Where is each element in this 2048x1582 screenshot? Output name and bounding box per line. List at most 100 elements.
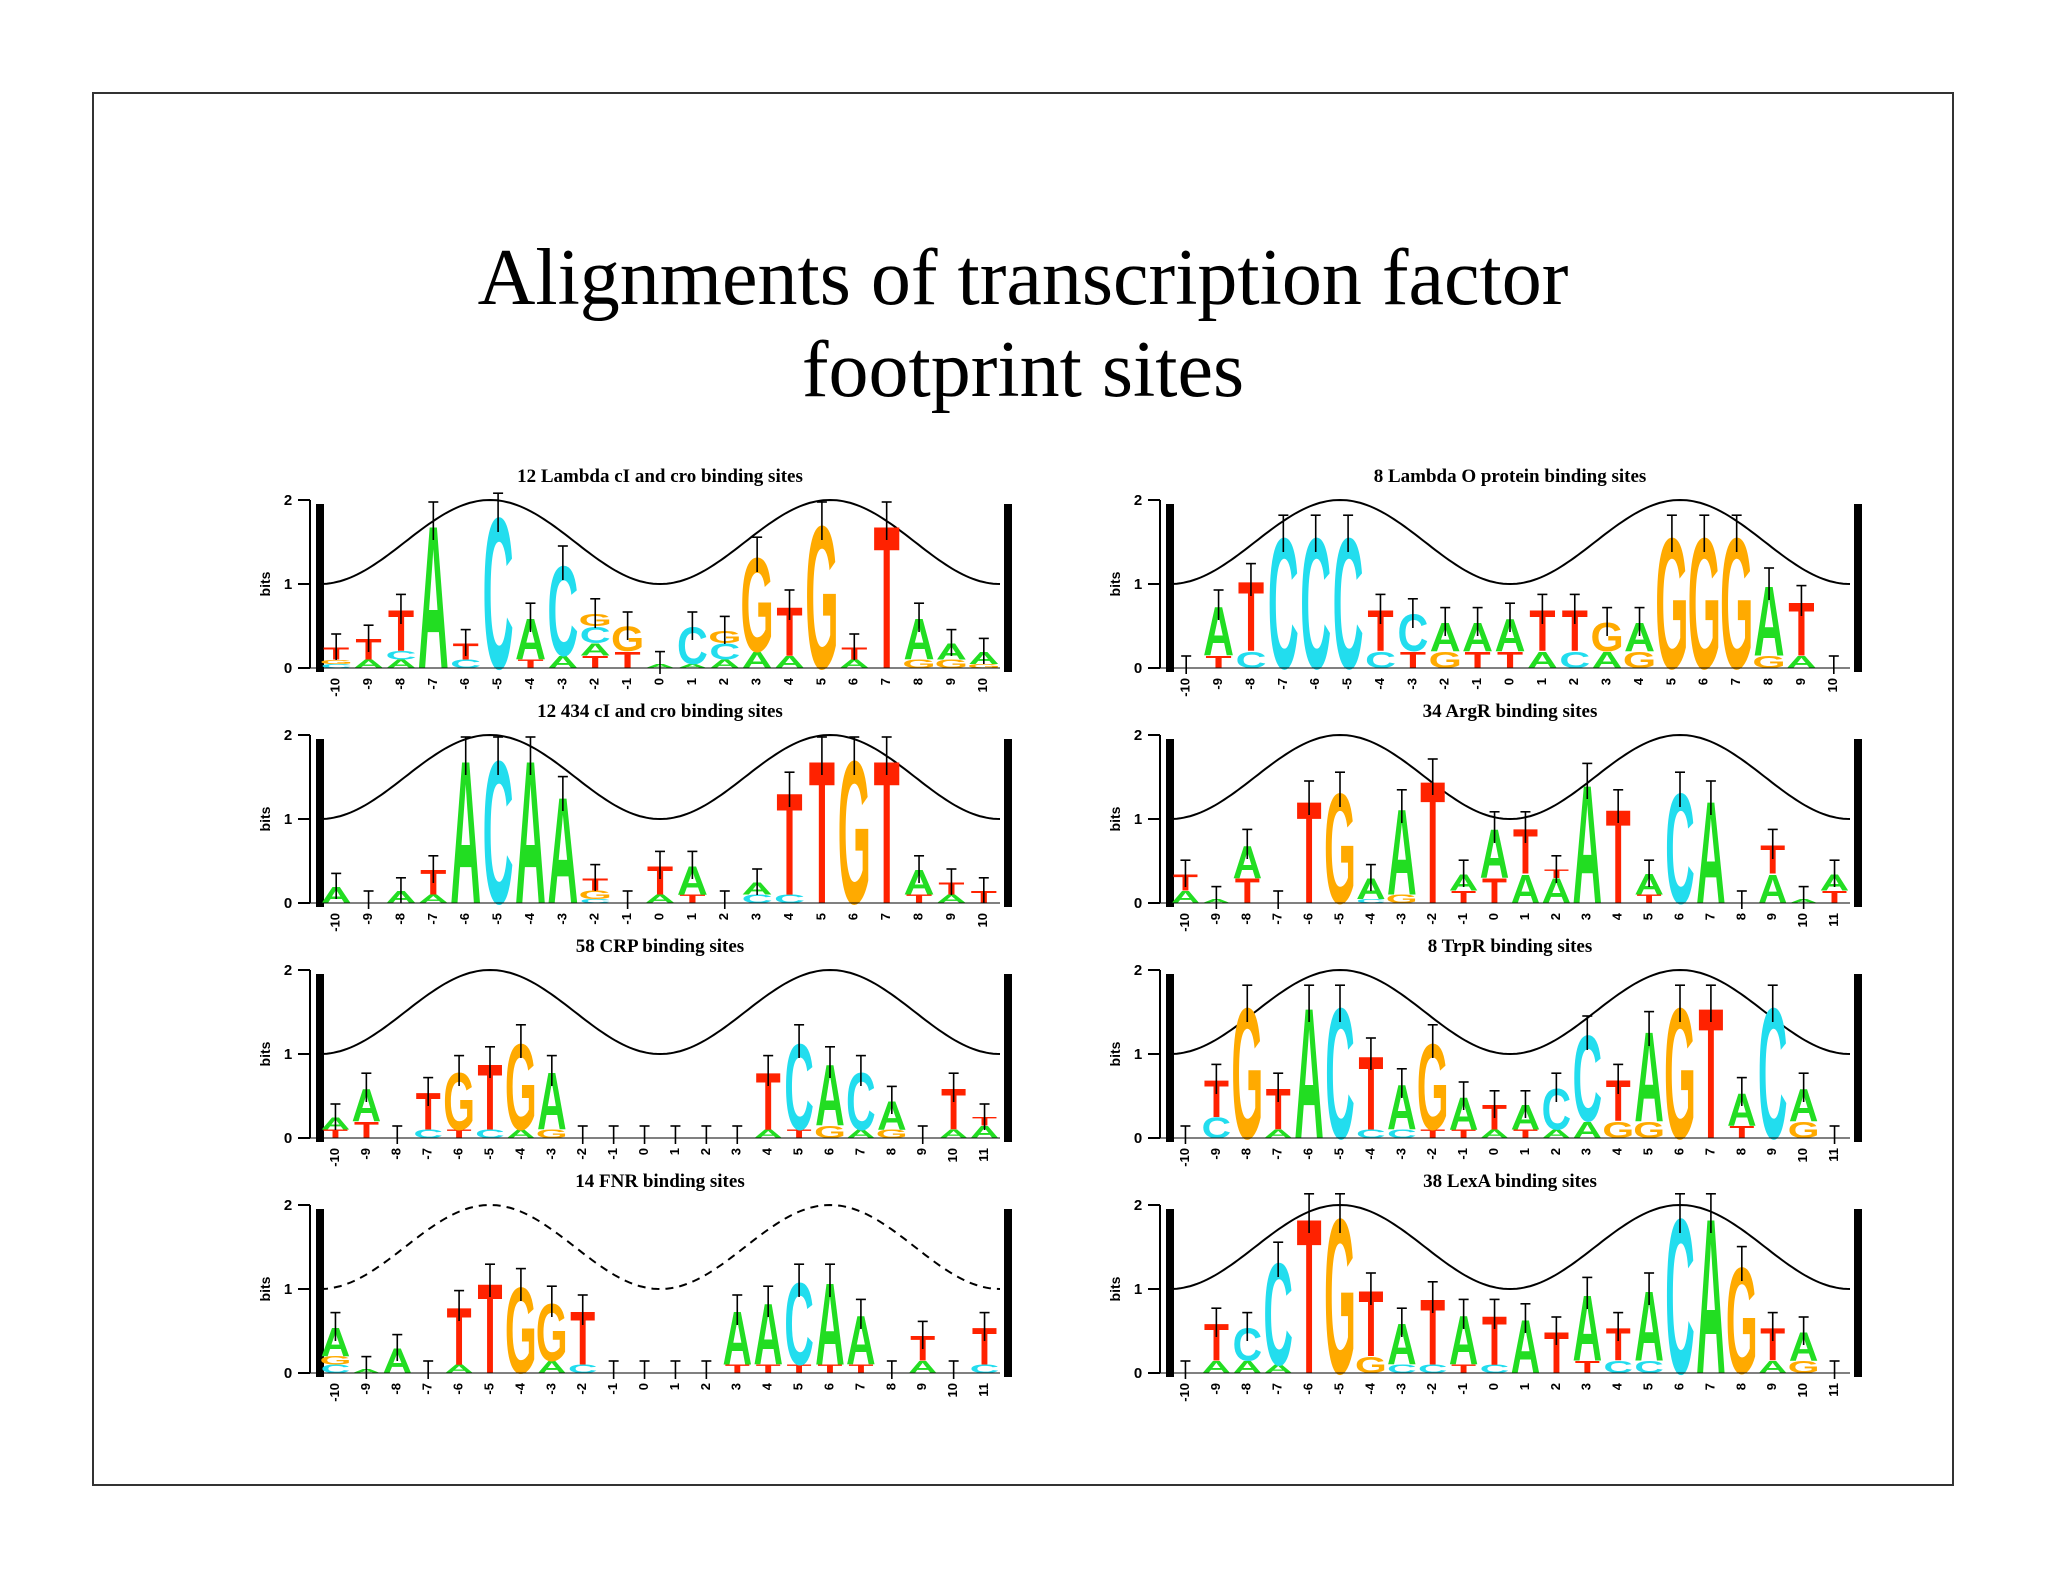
logo-stack: A xyxy=(386,877,416,907)
y-axis-label: bits xyxy=(257,1041,273,1066)
logo-panel-fnr: 14 FNR binding sites012bitsCGA-10A-9A-8-… xyxy=(220,1165,1020,1402)
y-tick-label: 1 xyxy=(1134,1046,1142,1063)
right-bracket-bar xyxy=(1004,974,1012,1142)
logo-letter-a: A xyxy=(386,658,417,671)
logo-stack: CGT xyxy=(320,633,353,670)
logo-stack: T xyxy=(478,1258,503,1401)
logo-letter-t: T xyxy=(1451,887,1476,907)
logo-letter-a: A xyxy=(353,658,384,671)
logo-stack xyxy=(363,890,374,909)
logo-stack: G xyxy=(1664,969,1696,1178)
position-label: 6 xyxy=(1696,678,1711,685)
logo-stack: AT xyxy=(1786,584,1817,673)
right-bracket-bar xyxy=(1854,1209,1862,1377)
logo-stack: AG xyxy=(536,1285,568,1378)
logo-letter-c: C xyxy=(1202,1112,1231,1145)
logo-stack: CT xyxy=(1356,1035,1385,1152)
slide-title-line-1: Alignments of transcription factor xyxy=(477,234,1569,322)
position-label: -9 xyxy=(1208,913,1223,925)
position-label: 11 xyxy=(976,1383,991,1397)
logo-letter-a: A xyxy=(1573,1118,1602,1144)
logo-stack xyxy=(732,1125,743,1144)
logo-letter-g: G xyxy=(1633,1118,1665,1144)
logo-stack: AT xyxy=(1480,1090,1509,1141)
logo-stack: G xyxy=(505,1263,537,1400)
logo-stack: AT xyxy=(1202,1307,1231,1377)
position-label: 1 xyxy=(1517,1383,1532,1390)
logo-stack: CT xyxy=(970,1311,999,1376)
position-label: -8 xyxy=(1239,913,1254,925)
logo-letter-c: C xyxy=(321,663,352,670)
logo-stack: A xyxy=(547,766,578,936)
logo-letter-g: G xyxy=(1788,1357,1820,1377)
position-label: 2 xyxy=(1548,1383,1563,1390)
position-label: -2 xyxy=(587,678,602,690)
position-label: 8 xyxy=(883,1383,898,1390)
position-label: 0 xyxy=(1486,1383,1501,1390)
position-label: 6 xyxy=(846,913,861,920)
position-label: 7 xyxy=(852,1383,867,1390)
position-label: -10 xyxy=(327,1383,342,1402)
position-label: -6 xyxy=(1301,913,1316,925)
logo-stack: AT xyxy=(418,855,449,906)
position-label: 9 xyxy=(914,1383,929,1390)
logo-stack: TA xyxy=(1511,1090,1540,1141)
logo-panel-argr: 34 ArgR binding sites012bitsAT-10A-9TA-8… xyxy=(1070,695,1870,940)
logo-stack: TA xyxy=(1573,1276,1602,1381)
logo-letter-a: A xyxy=(580,639,611,659)
logo-stack xyxy=(701,1125,712,1144)
logo-stack: AT xyxy=(645,850,675,906)
panel-title: 8 Lambda O protein binding sites xyxy=(1374,466,1647,487)
logo-panel-trpr: 8 TrpR binding sites 0 1 2 bits -10 C T -9 G -8 A T -… xyxy=(1070,930,1870,1178)
logo-stack: CT xyxy=(413,1076,443,1141)
logo-stack: AC xyxy=(1263,1232,1292,1395)
position-label: -6 xyxy=(451,1383,466,1395)
position-label: 10 xyxy=(1795,1383,1810,1397)
logo-letter-c: C xyxy=(386,649,417,662)
logo-letter-a: A xyxy=(1171,887,1200,907)
logo-stack xyxy=(719,890,730,909)
position-label: 2 xyxy=(716,678,731,685)
logo-stack: GA xyxy=(1788,1072,1819,1144)
position-label: 9 xyxy=(943,913,958,920)
position-label: -9 xyxy=(358,1383,373,1395)
helix-wave-line xyxy=(1169,733,1851,821)
logo-stack: C xyxy=(1758,969,1787,1178)
logo-stack: A xyxy=(1696,1173,1725,1421)
logo-stack: A xyxy=(1511,1303,1540,1389)
logo-stack: T xyxy=(874,484,900,712)
logo-stack: CT xyxy=(1236,562,1266,673)
y-tick-label: 1 xyxy=(284,1046,292,1063)
logo-stack: AT xyxy=(939,1072,968,1142)
position-label: -8 xyxy=(389,1383,404,1395)
logo-letter-a: A xyxy=(742,648,773,674)
logo-stack: AT xyxy=(444,1289,474,1382)
panel-title: 8 TrpR binding sites xyxy=(1428,936,1593,957)
logo-stack xyxy=(392,1125,403,1144)
logo-stack xyxy=(1273,890,1284,909)
logo-stack: AT xyxy=(970,1103,999,1142)
left-bracket-bar xyxy=(316,739,324,907)
position-label: -2 xyxy=(1424,1383,1439,1395)
logo-stack xyxy=(1829,1125,1840,1144)
position-label: 5 xyxy=(791,1383,806,1390)
position-label: 0 xyxy=(1486,1148,1501,1155)
logo-stack xyxy=(670,1125,681,1144)
position-label: 10 xyxy=(1825,678,1840,692)
position-label: -9 xyxy=(1208,1383,1223,1395)
position-label: 1 xyxy=(684,913,699,920)
y-axis-label: bits xyxy=(1107,1276,1123,1301)
position-label: 5 xyxy=(813,913,828,920)
logo-stack: A xyxy=(1294,969,1323,1178)
logo-letter-a: A xyxy=(709,658,740,671)
position-label: -5 xyxy=(1331,1148,1346,1160)
position-label: 3 xyxy=(749,913,764,920)
position-label: -7 xyxy=(420,1148,435,1160)
position-label: -1 xyxy=(619,913,634,925)
position-label: 0 xyxy=(1486,913,1501,920)
position-label: 0 xyxy=(1501,678,1516,685)
position-label: 7 xyxy=(852,1148,867,1155)
position-label: 8 xyxy=(910,678,925,685)
position-label: -1 xyxy=(605,1148,620,1160)
logo-stack: T xyxy=(1698,969,1723,1178)
